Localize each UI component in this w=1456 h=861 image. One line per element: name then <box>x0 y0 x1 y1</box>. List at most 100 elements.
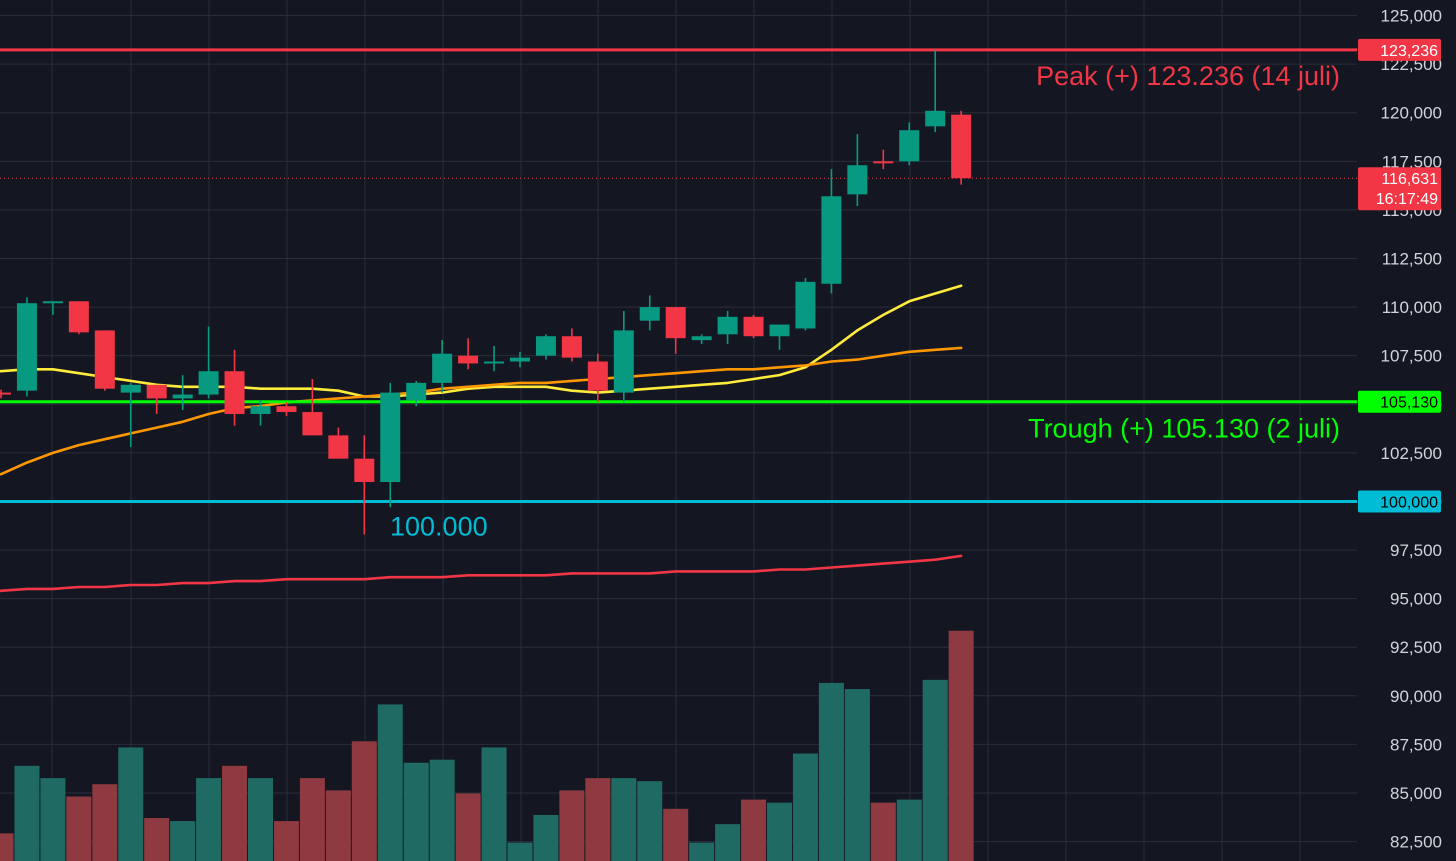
candle-body <box>120 384 141 393</box>
volume-bar <box>144 818 170 861</box>
candle-body <box>380 392 401 483</box>
volume-bars <box>0 630 974 861</box>
candle-body <box>743 316 764 337</box>
volume-bar <box>222 765 248 861</box>
y-tick-label: 85,000 <box>1390 784 1442 803</box>
volume-bar <box>689 842 715 861</box>
volume-bar <box>715 824 741 861</box>
candle-body <box>432 353 453 383</box>
candle-body <box>16 303 37 391</box>
volume-bar <box>299 778 325 861</box>
volume-bar <box>403 762 429 861</box>
horizontal-levels[interactable]: Peak (+) 123.236 (14 juli) Trough (+) 105… <box>0 48 1357 542</box>
candle-body <box>302 412 323 436</box>
volume-bar <box>585 778 611 861</box>
candle-body <box>276 406 297 413</box>
volume-bar <box>637 781 663 861</box>
volume-bar <box>559 790 585 861</box>
peak-price-tag-text: 123,236 <box>1380 43 1438 60</box>
candle-body <box>587 361 608 391</box>
volume-bar <box>248 778 273 861</box>
moving-average-fast <box>0 284 963 398</box>
volume-bar <box>351 741 377 861</box>
candle-body <box>769 324 790 337</box>
candle-body <box>873 161 894 164</box>
volume-bar <box>792 753 818 861</box>
moving-average-slow <box>0 554 963 593</box>
candle-body <box>561 336 582 358</box>
price-tags: 123,236 105,130 100,000 116,631 16:17:49 <box>1358 38 1441 513</box>
volume-bar <box>40 778 66 861</box>
volume-bar <box>377 704 403 861</box>
volume-bar <box>922 679 948 861</box>
candle-body <box>146 384 167 399</box>
volume-bar <box>741 799 767 861</box>
volume-bar <box>844 689 870 861</box>
volume-bar <box>896 799 922 861</box>
candle-body <box>821 196 842 284</box>
y-tick-label: 90,000 <box>1390 687 1442 706</box>
moving-average-mid <box>0 346 963 476</box>
volume-bar <box>92 784 118 861</box>
y-tick-label: 92,500 <box>1390 638 1442 657</box>
volume-bar <box>767 802 792 861</box>
peak-annotation: Peak (+) 123.236 (14 juli) <box>1036 61 1340 91</box>
volume-bar <box>870 802 896 861</box>
current-price-text: 116,631 <box>1381 171 1438 188</box>
candle-body <box>406 382 427 401</box>
moving-averages <box>0 284 963 593</box>
y-tick-label: 95,000 <box>1390 590 1442 609</box>
volume-bar <box>196 778 222 861</box>
trough-price-tag <box>1358 390 1441 413</box>
y-tick-label: 117,500 <box>1382 152 1442 171</box>
candle-body <box>458 355 479 364</box>
candle-body <box>899 130 920 162</box>
volume-bar <box>481 747 507 861</box>
y-tick-label: 97,500 <box>1390 541 1442 560</box>
candle-body <box>68 301 89 333</box>
round-number-price-tag <box>1358 490 1441 513</box>
countdown-text: 16:17:49 <box>1376 191 1438 208</box>
trough-price-tag-text: 105,130 <box>1380 395 1438 412</box>
candle-body <box>951 114 972 179</box>
y-tick-label: 102,500 <box>1381 444 1442 463</box>
price-axis[interactable]: 82,500 85,000 87,500 90,000 92,500 95,000 97,5… <box>1381 7 1442 852</box>
candle-body <box>42 301 63 304</box>
candle-body <box>691 336 712 341</box>
y-tick-label: 120,000 <box>1381 104 1442 123</box>
volume-bar <box>118 747 144 861</box>
volume-bar <box>325 790 351 861</box>
volume-bar <box>533 814 559 861</box>
current-price-tag <box>1358 167 1441 211</box>
trough-annotation: Trough (+) 105.130 (2 juli) <box>1028 414 1340 444</box>
volume-bar <box>663 808 689 861</box>
candle-body <box>172 394 193 399</box>
round-number-price-tag-text: 100,000 <box>1380 494 1438 511</box>
y-tick-label: 125,000 <box>1381 7 1442 26</box>
candle-body <box>94 330 115 389</box>
volume-bar <box>818 682 844 861</box>
y-tick-label: 112,500 <box>1382 249 1442 268</box>
y-tick-label: 82,500 <box>1390 833 1442 852</box>
volume-bar <box>0 833 14 861</box>
volume-bar <box>170 821 196 861</box>
candle-body <box>665 307 686 339</box>
candle-body <box>717 316 738 335</box>
y-tick-label: 107,500 <box>1381 347 1442 366</box>
candle-body <box>198 371 219 395</box>
candle-body <box>328 435 349 459</box>
volume-bar <box>507 842 533 861</box>
candle-body <box>224 371 245 414</box>
candle-body <box>250 406 271 414</box>
round-number-annotation: 100.000 <box>390 511 488 541</box>
volume-bar <box>14 765 40 861</box>
peak-price-tag <box>1358 38 1441 61</box>
candle-body <box>847 165 868 195</box>
candlesticks <box>0 49 972 535</box>
y-tick-label: 87,500 <box>1390 735 1442 754</box>
volume-bar <box>66 796 92 861</box>
candle-body <box>354 458 375 483</box>
y-tick-label: 110,000 <box>1382 298 1442 317</box>
